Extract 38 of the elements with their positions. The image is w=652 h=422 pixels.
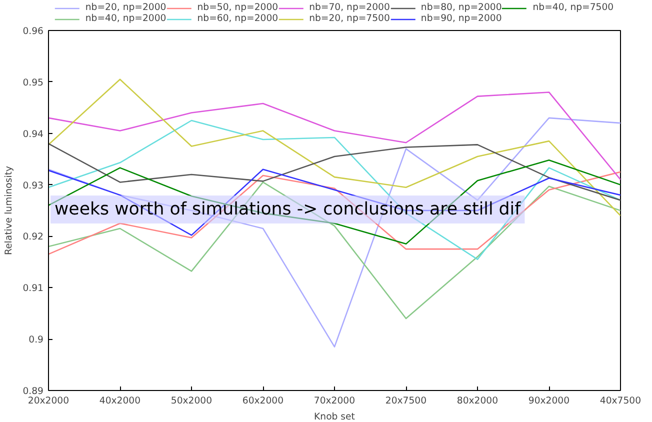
- line-series: [48, 92, 620, 180]
- y-axis-title: Relative luminosity: [4, 166, 15, 256]
- line-series: [48, 117, 620, 348]
- annotation: weeks worth of simulations -> conclusions are still dif: [54, 199, 522, 220]
- y-tick-label: 0.93: [22, 180, 44, 192]
- legend-label: nb=50, np=2000: [197, 2, 278, 13]
- line-series: [48, 142, 620, 201]
- x-tick-label: 50x2000: [170, 396, 212, 406]
- legend-label: nb=40, np=7500: [532, 2, 614, 13]
- x-tick-label: 70x2000: [314, 396, 356, 406]
- legend-label: nb=20, np=2000: [85, 2, 166, 13]
- x-tick-label: 40x2000: [99, 396, 141, 406]
- line-series: [48, 159, 620, 245]
- x-tick-label: 80x2000: [456, 396, 498, 406]
- line-series: [48, 171, 620, 255]
- y-tick-label: 0.9: [28, 334, 44, 346]
- x-axis-title: Knob set: [314, 412, 356, 422]
- legend-label: nb=70, np=2000: [309, 2, 390, 13]
- y-tick-label: 0.94: [22, 128, 44, 140]
- legend-label: nb=90, np=2000: [420, 13, 502, 24]
- x-tick-label: 20x2000: [28, 396, 70, 406]
- legend-label: nb=80, np=2000: [420, 2, 502, 13]
- line-series: [48, 168, 620, 236]
- y-tick-label: 0.92: [22, 232, 44, 243]
- x-tick-label: 20x7500: [385, 396, 427, 406]
- legend-label: nb=20, np=7500: [309, 13, 390, 24]
- y-tick-label: 0.91: [22, 283, 44, 294]
- line-series: [48, 182, 620, 320]
- y-tick-label: 0.96: [22, 26, 44, 37]
- x-tick-label: 60x2000: [242, 396, 284, 406]
- x-tick-label: 90x2000: [528, 396, 570, 406]
- line-series: [48, 120, 620, 260]
- y-tick-label: 0.95: [22, 77, 44, 88]
- y-tick-label: 0.89: [22, 386, 44, 397]
- legend-label: nb=40, np=2000: [85, 13, 166, 24]
- legend-label: nb=60, np=2000: [197, 13, 278, 24]
- x-tick-label: 40x7500: [600, 396, 642, 406]
- line-series: [48, 78, 620, 216]
